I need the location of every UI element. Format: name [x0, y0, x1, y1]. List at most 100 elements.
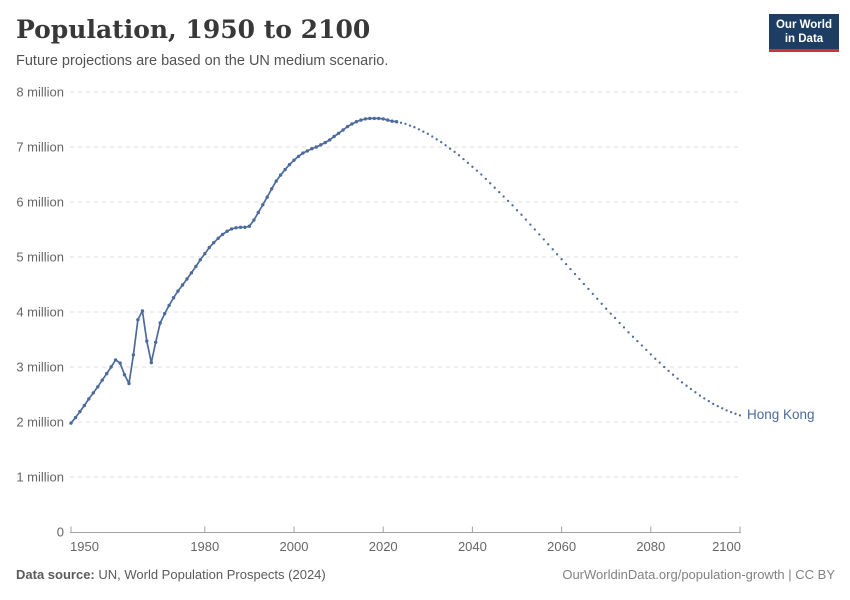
data-point[interactable] — [91, 391, 96, 395]
data-point[interactable] — [140, 309, 145, 313]
data-point[interactable] — [386, 118, 390, 122]
projection-dot[interactable] — [729, 410, 733, 414]
data-point[interactable] — [176, 289, 180, 293]
projection-dot[interactable] — [667, 369, 670, 373]
data-point[interactable] — [145, 339, 149, 343]
data-point[interactable] — [292, 158, 296, 162]
projection-dot[interactable] — [462, 157, 465, 161]
data-point[interactable] — [345, 124, 350, 129]
projection-dot[interactable] — [631, 335, 635, 338]
projection-dot[interactable] — [399, 121, 403, 124]
projection-dot[interactable] — [627, 331, 630, 334]
projection-dot[interactable] — [663, 365, 666, 369]
projection-dot[interactable] — [542, 238, 545, 241]
data-point[interactable] — [171, 296, 176, 300]
data-point[interactable] — [314, 145, 318, 149]
data-point[interactable] — [136, 318, 140, 322]
projection-dot[interactable] — [417, 128, 421, 131]
data-point[interactable] — [154, 340, 158, 344]
projection-dot[interactable] — [680, 381, 684, 384]
projection-dot[interactable] — [645, 348, 648, 352]
projection-dot[interactable] — [685, 384, 688, 387]
projection-dot[interactable] — [640, 344, 644, 347]
data-point[interactable] — [212, 241, 216, 245]
data-point[interactable] — [127, 381, 131, 386]
projection-dot[interactable] — [591, 292, 594, 296]
projection-dot[interactable] — [498, 190, 501, 194]
data-point[interactable] — [372, 116, 376, 121]
population-line-historical[interactable] — [70, 117, 398, 424]
projection-dot[interactable] — [533, 228, 536, 231]
projection-dot[interactable] — [716, 404, 719, 408]
data-point[interactable] — [180, 283, 185, 287]
projection-dot[interactable] — [560, 258, 563, 261]
data-point[interactable] — [274, 179, 278, 183]
data-point[interactable] — [363, 117, 368, 121]
data-point[interactable] — [252, 218, 256, 222]
projection-dot[interactable] — [440, 140, 443, 144]
projection-dot[interactable] — [515, 209, 519, 212]
projection-dot[interactable] — [555, 253, 559, 256]
projection-dot[interactable] — [573, 272, 577, 276]
data-point[interactable] — [131, 353, 136, 357]
projection-dot[interactable] — [457, 154, 461, 157]
series-label-hong-kong[interactable]: Hong Kong — [747, 407, 815, 423]
data-point[interactable] — [368, 116, 372, 121]
data-point[interactable] — [377, 116, 381, 121]
projection-dot[interactable] — [431, 135, 434, 138]
data-point[interactable] — [394, 120, 399, 124]
series-dotted[interactable] — [399, 121, 742, 417]
data-point[interactable] — [283, 167, 287, 172]
data-point[interactable] — [216, 236, 220, 240]
data-point[interactable] — [301, 151, 305, 155]
projection-dot[interactable] — [475, 169, 479, 172]
projection-dot[interactable] — [506, 199, 510, 203]
data-point[interactable] — [73, 415, 78, 420]
projection-dot[interactable] — [493, 186, 496, 189]
data-point[interactable] — [359, 118, 363, 122]
projection-dot[interactable] — [471, 165, 474, 168]
data-point[interactable] — [122, 373, 127, 377]
data-point[interactable] — [323, 140, 327, 145]
projection-dot[interactable] — [511, 204, 514, 207]
projection-dot[interactable] — [618, 321, 621, 325]
projection-dot[interactable] — [524, 218, 528, 221]
projection-dot[interactable] — [569, 267, 572, 271]
data-point[interactable] — [96, 385, 100, 389]
projection-dot[interactable] — [578, 277, 581, 281]
projection-dot[interactable] — [484, 177, 487, 181]
data-point[interactable] — [328, 138, 332, 142]
projection-dot[interactable] — [466, 161, 470, 165]
projection-dot[interactable] — [444, 144, 447, 147]
projection-dot[interactable] — [636, 339, 639, 343]
data-point[interactable] — [319, 143, 323, 147]
data-point[interactable] — [100, 378, 104, 382]
data-point[interactable] — [194, 264, 198, 269]
data-point[interactable] — [256, 210, 260, 215]
data-point[interactable] — [167, 303, 171, 308]
projection-dot[interactable] — [520, 213, 523, 216]
projection-dot[interactable] — [613, 316, 617, 320]
projection-dot[interactable] — [658, 361, 661, 364]
projection-dot[interactable] — [489, 182, 492, 185]
projection-dot[interactable] — [564, 262, 568, 266]
projection-dot[interactable] — [596, 297, 599, 300]
data-point[interactable] — [185, 277, 189, 281]
data-point[interactable] — [261, 203, 265, 207]
projection-dot[interactable] — [694, 391, 697, 394]
data-point[interactable] — [105, 371, 109, 376]
data-point[interactable] — [287, 162, 292, 167]
projection-dot[interactable] — [538, 233, 541, 236]
data-point[interactable] — [247, 224, 252, 228]
data-point[interactable] — [163, 311, 167, 316]
data-point[interactable] — [265, 195, 269, 199]
projection-dot[interactable] — [734, 412, 737, 415]
projection-dot[interactable] — [582, 282, 586, 286]
data-point[interactable] — [350, 122, 354, 126]
data-point[interactable] — [225, 229, 229, 233]
projection-dot[interactable] — [703, 397, 706, 400]
data-point[interactable] — [220, 232, 225, 237]
projection-dot[interactable] — [698, 394, 702, 397]
projection-dot[interactable] — [609, 312, 612, 315]
projection-dot[interactable] — [721, 407, 724, 410]
